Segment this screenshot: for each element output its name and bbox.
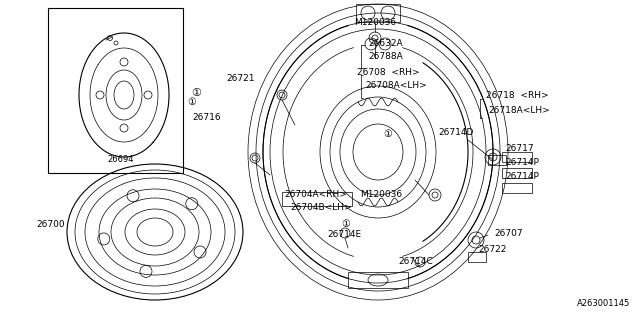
- Text: 26708  <RH>: 26708 <RH>: [357, 68, 420, 76]
- Text: 26714C: 26714C: [398, 257, 433, 266]
- Text: 26704B<LH>: 26704B<LH>: [290, 203, 351, 212]
- Text: M120036: M120036: [354, 18, 396, 27]
- Text: 26788A: 26788A: [368, 52, 403, 60]
- Text: 26717: 26717: [505, 143, 534, 153]
- Text: 26714D: 26714D: [438, 127, 474, 137]
- Text: ①: ①: [191, 88, 201, 98]
- Bar: [468, 252, 486, 262]
- Text: 26714P: 26714P: [505, 172, 539, 180]
- Text: 26714P: 26714P: [505, 157, 539, 166]
- Text: 26722: 26722: [478, 244, 506, 253]
- Text: 26721: 26721: [226, 74, 255, 83]
- Bar: [502, 152, 532, 162]
- Text: 26694: 26694: [107, 155, 134, 164]
- Text: 26632A: 26632A: [368, 38, 403, 47]
- Bar: [488, 155, 506, 165]
- Text: ①: ①: [341, 219, 350, 229]
- Bar: [502, 168, 532, 178]
- Bar: [356, 4, 400, 22]
- Text: 26716: 26716: [192, 113, 221, 122]
- Bar: [48, 8, 183, 173]
- Text: 26704A<RH>: 26704A<RH>: [284, 189, 347, 198]
- Text: 26707: 26707: [494, 228, 523, 237]
- Text: ①: ①: [188, 97, 196, 108]
- Bar: [502, 183, 532, 193]
- Text: M120036: M120036: [360, 189, 402, 198]
- Text: 26708A<LH>: 26708A<LH>: [365, 81, 427, 90]
- Text: ①: ①: [383, 129, 392, 140]
- Text: A263001145: A263001145: [577, 299, 630, 308]
- Text: 26718A<LH>: 26718A<LH>: [488, 106, 550, 115]
- Text: 26714E: 26714E: [327, 229, 361, 238]
- Bar: [348, 272, 408, 288]
- Bar: [282, 192, 352, 206]
- Text: 26700: 26700: [36, 220, 65, 228]
- Text: 26718  <RH>: 26718 <RH>: [486, 91, 548, 100]
